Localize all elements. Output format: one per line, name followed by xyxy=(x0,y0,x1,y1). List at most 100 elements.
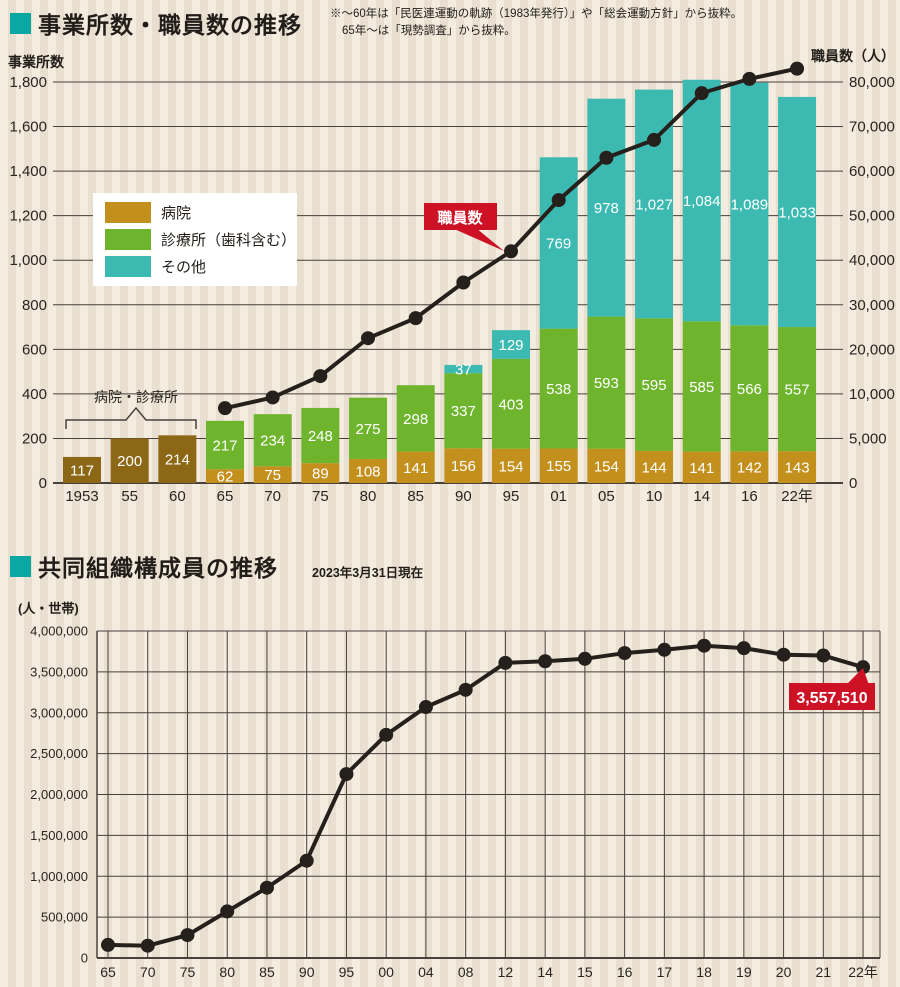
y-axis-tick-label: 2,000,000 xyxy=(30,787,88,802)
x-axis-label: 95 xyxy=(339,964,355,980)
left-axis-tick-label: 1,400 xyxy=(9,163,47,180)
bar-value-label: 89 xyxy=(312,466,329,483)
bar-segment-hospital xyxy=(778,451,817,483)
left-axis-tick-label: 1,000 xyxy=(9,252,47,269)
staff-line-point xyxy=(790,61,805,76)
bar-segment-combined xyxy=(110,438,149,483)
right-axis-tick-label: 50,000 xyxy=(849,208,895,225)
bracket-label: 病院・診療所 xyxy=(94,389,178,405)
bar-value-label: 298 xyxy=(403,411,428,428)
member-line-point xyxy=(776,647,791,662)
clinic-swatch-icon xyxy=(105,229,151,250)
staff-line-point xyxy=(694,86,709,101)
bar-segment-other xyxy=(778,96,817,328)
bar-value-label: 141 xyxy=(403,460,428,477)
left-axis-tick-label: 0 xyxy=(39,475,47,492)
chart2-title: 共同組織構成員の推移 xyxy=(38,555,278,581)
left-axis-tick-label: 1,800 xyxy=(9,74,47,91)
left-axis-tick-label: 400 xyxy=(22,386,47,403)
bar-value-label: 1,084 xyxy=(683,193,721,210)
bar-value-label: 403 xyxy=(499,396,524,413)
member-line-point xyxy=(657,642,672,657)
legend-label: その他 xyxy=(161,259,207,276)
callout-label: 職員数 xyxy=(437,209,483,227)
bar-value-label: 538 xyxy=(546,381,571,398)
staff-line-point xyxy=(265,390,280,405)
bar-segment-other xyxy=(492,330,531,359)
bar-value-label: 154 xyxy=(499,458,524,475)
x-axis-label: 65 xyxy=(100,964,116,980)
legend-label: 診療所（歯科含む） xyxy=(161,232,297,249)
member-line-point xyxy=(418,700,433,715)
hospital-swatch-icon xyxy=(105,202,151,223)
x-axis-label: 12 xyxy=(498,964,514,980)
bar-segment-hospital xyxy=(682,451,721,483)
bar-value-label: 75 xyxy=(264,467,281,484)
member-line-point xyxy=(299,853,314,868)
right-axis-tick-label: 30,000 xyxy=(849,297,895,314)
staff-line-point xyxy=(456,275,471,290)
x-axis-label: 85 xyxy=(407,488,424,505)
y-axis-tick-label: 4,000,000 xyxy=(30,624,88,639)
bar-value-label: 142 xyxy=(737,460,762,477)
bar-segment-clinic xyxy=(253,414,292,467)
member-line-point xyxy=(697,638,712,653)
member-line-point xyxy=(220,904,235,919)
bar-segment-combined xyxy=(158,435,197,483)
x-axis-label: 22年 xyxy=(781,488,813,505)
bar-value-label: 214 xyxy=(165,452,190,469)
right-axis-tick-label: 40,000 xyxy=(849,252,895,269)
left-axis-title: 事業所数 xyxy=(8,54,64,70)
bar-segment-clinic xyxy=(444,373,483,449)
bar-segment-clinic xyxy=(492,358,531,449)
hospital-clinic-bracket: 病院・診療所 xyxy=(65,389,197,429)
bar-segment-clinic xyxy=(587,316,626,449)
chart1-note-line2: 65年～は「現勢調査」から抜粋。 xyxy=(342,24,516,37)
legend: 病院 診療所（歯科含む） その他 xyxy=(93,193,297,286)
staff-line-callout: 職員数 xyxy=(424,203,504,251)
bar-value-label: 1,089 xyxy=(731,196,769,213)
member-line-point xyxy=(736,641,751,656)
chart2-y-axis-title: (人・世帯) xyxy=(18,601,79,616)
callout-pointer xyxy=(452,228,504,251)
bar-value-label: 557 xyxy=(785,382,810,399)
bar-segment-hospital xyxy=(730,451,769,483)
member-line-point xyxy=(259,880,274,895)
right-axis-tick-label: 10,000 xyxy=(849,386,895,403)
bar-segment-clinic xyxy=(778,327,817,452)
bar-segment-clinic xyxy=(206,420,245,470)
legend-item-other: その他 xyxy=(105,256,285,277)
member-line-point xyxy=(498,655,513,670)
bar-value-label: 234 xyxy=(260,433,285,450)
bar-value-label: 248 xyxy=(308,428,333,445)
bar-value-label: 141 xyxy=(689,460,714,477)
member-line xyxy=(107,643,864,948)
bar-value-label: 217 xyxy=(212,438,237,455)
section-square-icon xyxy=(10,556,31,577)
y-axis-tick-label: 3,500,000 xyxy=(30,664,88,679)
staff-line-point xyxy=(599,150,614,165)
right-axis-tick-label: 0 xyxy=(849,475,857,492)
bar-value-label: 1,027 xyxy=(635,196,673,213)
member-callout-pointer xyxy=(846,668,869,685)
bar-value-label: 108 xyxy=(356,463,381,480)
bar-value-label: 593 xyxy=(594,375,619,392)
chart1-title: 事業所数・職員数の推移 xyxy=(38,12,302,38)
bar-value-label: 144 xyxy=(642,459,667,476)
staff-line-point xyxy=(742,71,757,86)
bar-segment-hospital xyxy=(587,448,626,483)
y-axis-tick-label: 1,000,000 xyxy=(30,869,88,884)
bar-segment-hospital xyxy=(349,458,388,483)
member-line-point xyxy=(458,682,473,697)
member-callout-label: 3,557,510 xyxy=(796,690,867,707)
bar-segment-other xyxy=(682,79,721,322)
member-line-point xyxy=(538,654,553,669)
bar-segment-other xyxy=(444,364,483,374)
left-axis-tick-label: 1,600 xyxy=(9,119,47,136)
x-axis-label: 95 xyxy=(503,488,520,505)
y-axis-tick-label: 500,000 xyxy=(41,910,88,925)
legend-label: 病院 xyxy=(161,205,192,222)
right-axis-tick-label: 80,000 xyxy=(849,74,895,91)
x-axis-label: 75 xyxy=(180,964,196,980)
